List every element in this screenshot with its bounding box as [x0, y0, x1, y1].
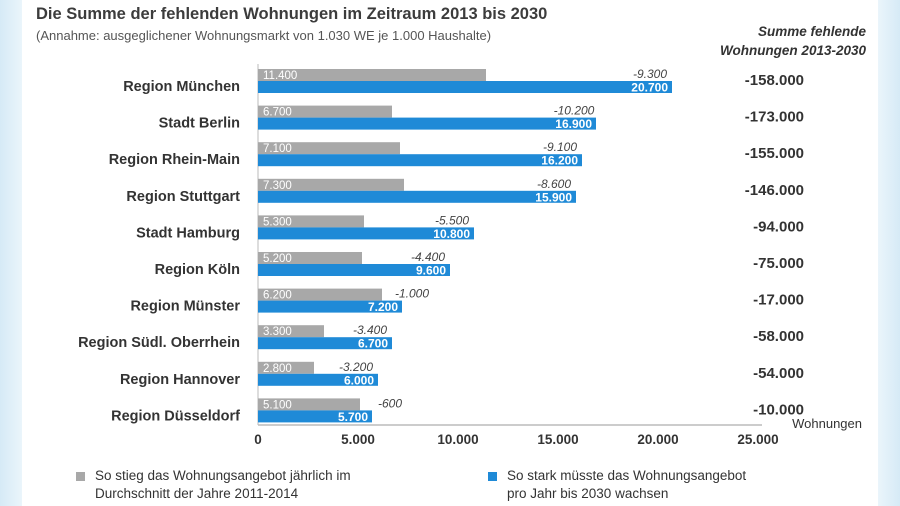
- legend-item-blue: So stark müsste das Wohnungsangebot pro …: [488, 467, 746, 503]
- bar-blue-label: 6.000: [344, 373, 374, 387]
- category-label: Region Hannover: [120, 372, 240, 388]
- bar-gray-label: 5.300: [263, 216, 292, 228]
- bar-blue-label: 9.600: [416, 264, 446, 278]
- difference-label: -3.200: [339, 360, 373, 374]
- bar-gray: [258, 178, 404, 191]
- sum-value: -75.000: [753, 255, 804, 272]
- chart-subtitle: (Annahme: ausgeglichener Wohnungsmarkt v…: [36, 28, 492, 43]
- category-label: Region Köln: [155, 262, 240, 278]
- sum-value: -173.000: [745, 109, 804, 126]
- bar-gray: [258, 215, 364, 228]
- x-tick-label: 15.000: [537, 432, 578, 447]
- sum-value: -158.000: [745, 72, 804, 89]
- difference-label: -5.500: [435, 213, 469, 227]
- sum-header-line-2: Wohnungen 2013-2030: [719, 43, 866, 58]
- legend-blue-line-1: So stark müsste das Wohnungsangebot: [507, 468, 747, 483]
- x-axis-label: Wohnungen: [792, 416, 862, 431]
- category-label: Region Südl. Oberrhein: [78, 335, 240, 351]
- bar-blue-label: 5.700: [338, 410, 368, 424]
- difference-label: -3.400: [353, 323, 387, 337]
- sum-value: -54.000: [753, 365, 804, 382]
- bar-blue-label: 7.200: [368, 300, 398, 314]
- bar-gray: [258, 105, 392, 118]
- sum-value: -146.000: [745, 182, 804, 199]
- difference-label: -4.400: [411, 250, 445, 264]
- sum-value: -94.000: [753, 218, 804, 235]
- bar-blue: [258, 117, 596, 130]
- legend-item-gray: So stieg das Wohnungsangebot jährlich im…: [76, 467, 351, 503]
- category-label: Stadt Hamburg: [136, 225, 240, 241]
- bar-gray-label: 6.200: [263, 290, 292, 302]
- bar-gray: [258, 398, 360, 411]
- bar-blue-label: 16.900: [555, 117, 592, 131]
- sum-column-header: Summe fehlende Wohnungen 2013-2030: [686, 22, 866, 60]
- sum-value: -155.000: [745, 145, 804, 162]
- bar-blue-label: 15.900: [535, 190, 572, 204]
- bar-blue-label: 10.800: [433, 227, 470, 241]
- bar-gray-label: 7.300: [263, 180, 292, 192]
- difference-label: -9.300: [633, 67, 667, 81]
- bar-gray-label: 6.700: [263, 107, 292, 119]
- bar-gray: [258, 252, 362, 264]
- bar-blue: [258, 264, 450, 276]
- bar-gray-label: 7.100: [263, 143, 292, 155]
- bar-blue: [258, 81, 672, 93]
- bar-gray-label: 11.400: [263, 70, 297, 82]
- bar-blue: [258, 154, 582, 167]
- category-label: Region Stuttgart: [126, 189, 240, 205]
- bar-gray-label: 2.800: [263, 363, 292, 375]
- legend-gray-line-1: So stieg das Wohnungsangebot jährlich im: [95, 468, 351, 483]
- sum-value: -17.000: [753, 292, 804, 309]
- difference-label: -10.200: [554, 104, 595, 118]
- bar-gray: [258, 142, 400, 155]
- difference-label: -9.100: [543, 140, 577, 154]
- bar-blue: [258, 373, 378, 386]
- sum-header-line-1: Summe fehlende: [757, 24, 866, 39]
- legend-text-gray: So stieg das Wohnungsangebot jährlich im…: [95, 467, 351, 503]
- bar-blue-label: 16.200: [541, 154, 578, 168]
- x-tick-label: 10.000: [437, 432, 478, 447]
- legend-swatch-blue: [488, 472, 497, 481]
- bar-blue: [258, 300, 402, 313]
- difference-label: -600: [378, 396, 402, 410]
- category-label: Region Rhein-Main: [109, 152, 240, 168]
- bar-blue-label: 20.700: [631, 81, 668, 95]
- legend-text-blue: So stark müsste das Wohnungsangebot pro …: [507, 467, 746, 503]
- bar-gray-label: 5.100: [263, 399, 292, 411]
- bar-gray-label: 3.300: [263, 326, 292, 338]
- x-tick-label: 5.000: [341, 432, 375, 447]
- bar-blue: [258, 337, 392, 350]
- bar-blue: [258, 190, 576, 203]
- sum-value: -10.000: [753, 401, 804, 418]
- bar-gray: [258, 361, 314, 374]
- legend-swatch-gray: [76, 472, 85, 481]
- bar-gray: [258, 69, 486, 81]
- bar-gray: [258, 288, 382, 301]
- x-tick-label: 0: [254, 432, 262, 447]
- category-label: Region Münster: [130, 299, 240, 315]
- bar-blue-label: 6.700: [358, 337, 388, 351]
- category-label: Stadt Berlin: [159, 116, 240, 132]
- bar-gray: [258, 325, 324, 338]
- legend-blue-line-2: pro Jahr bis 2030 wachsen: [507, 486, 669, 501]
- bar-blue: [258, 410, 372, 423]
- sum-value: -58.000: [753, 328, 804, 345]
- bar-blue: [258, 227, 474, 240]
- difference-label: -8.600: [537, 177, 571, 191]
- category-label: Region München: [123, 79, 240, 95]
- category-label: Region Düsseldorf: [111, 408, 240, 424]
- bar-gray-label: 5.200: [263, 253, 292, 265]
- x-tick-label: 25.000: [737, 432, 778, 447]
- chart-title: Die Summe der fehlenden Wohnungen im Zei…: [36, 5, 548, 23]
- x-tick-label: 20.000: [637, 432, 678, 447]
- legend-gray-line-2: Durchschnitt der Jahre 2011-2014: [95, 486, 299, 501]
- difference-label: -1.000: [395, 287, 429, 301]
